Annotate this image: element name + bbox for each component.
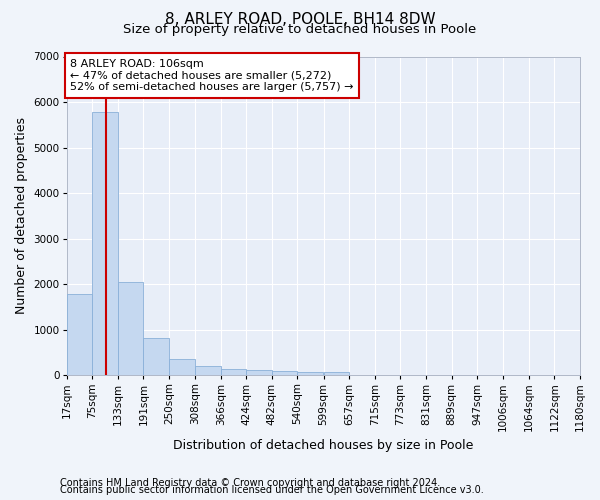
Bar [118, 282, 143, 376]
Bar [169, 359, 195, 376]
Text: 8, ARLEY ROAD, POOLE, BH14 8DW: 8, ARLEY ROAD, POOLE, BH14 8DW [164, 12, 436, 28]
Text: Contains HM Land Registry data © Crown copyright and database right 2024.: Contains HM Land Registry data © Crown c… [60, 478, 440, 488]
Bar [298, 372, 323, 376]
Bar [92, 112, 118, 376]
Bar [323, 372, 349, 376]
X-axis label: Distribution of detached houses by size in Poole: Distribution of detached houses by size … [173, 440, 473, 452]
Y-axis label: Number of detached properties: Number of detached properties [15, 118, 28, 314]
Bar [221, 370, 246, 376]
Text: Size of property relative to detached houses in Poole: Size of property relative to detached ho… [124, 22, 476, 36]
Bar [246, 370, 272, 376]
Bar [195, 366, 221, 376]
Bar [67, 294, 92, 376]
Bar [272, 371, 298, 376]
Text: 8 ARLEY ROAD: 106sqm
← 47% of detached houses are smaller (5,272)
52% of semi-de: 8 ARLEY ROAD: 106sqm ← 47% of detached h… [70, 59, 353, 92]
Text: Contains public sector information licensed under the Open Government Licence v3: Contains public sector information licen… [60, 485, 484, 495]
Bar [143, 338, 169, 376]
